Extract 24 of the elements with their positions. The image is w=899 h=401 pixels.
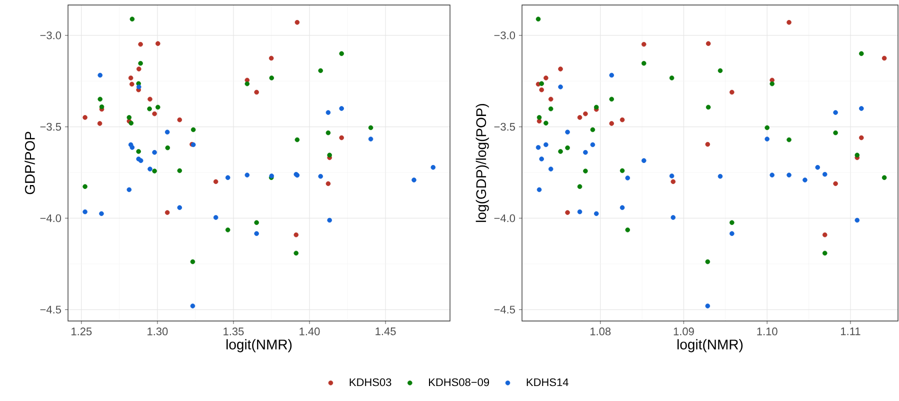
- y-tick-label: −4.0: [494, 214, 516, 222]
- x-tick-label: 1.09: [674, 328, 694, 336]
- y-tick-label: −3.5: [40, 122, 62, 131]
- y-axis-title: GDP/POP: [24, 132, 35, 194]
- x-tick-label: 1.40: [300, 328, 320, 336]
- x-tick-label: 1.30: [148, 328, 168, 336]
- legend-label: KDHS03: [350, 378, 392, 386]
- x-axis-title: logit(NMR): [677, 339, 743, 352]
- x-tick-label: 1.25: [72, 328, 92, 336]
- y-tick-label: −4.5: [494, 306, 515, 314]
- x-tick-label: 1.08: [590, 328, 611, 336]
- y-tick-label: −3.0: [40, 31, 62, 40]
- y-tick-label: −4.0: [40, 214, 62, 222]
- y-tick-label: −3.0: [494, 31, 516, 40]
- legend-label: KDHS14: [526, 378, 568, 386]
- x-tick-label: 1.10: [757, 328, 778, 336]
- y-axis-title: log(GDP)/log(POP): [476, 104, 489, 222]
- y-tick-label: −4.5: [40, 306, 62, 314]
- y-tick-label: −3.5: [494, 122, 515, 131]
- x-axis-title: logit(NMR): [226, 339, 292, 352]
- x-tick-label: 1.45: [376, 328, 396, 336]
- legend-label: KDHS08−09: [429, 378, 490, 386]
- x-tick-label: 1.11: [841, 328, 860, 336]
- x-tick-label: 1.35: [224, 328, 244, 336]
